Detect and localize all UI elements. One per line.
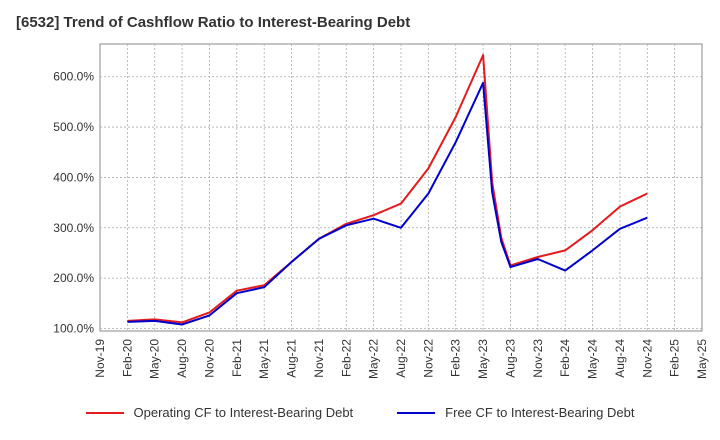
series-line-operating-cf [127,54,648,324]
x-tick-label: Nov-20 [202,339,216,378]
x-tick-label: Aug-20 [175,339,189,378]
x-tick-label: Feb-25 [668,339,682,377]
y-tick-label: 600.0% [53,70,94,84]
x-tick-label: Nov-22 [421,339,435,378]
legend-swatch-free-cf [397,411,436,414]
x-tick-label: Feb-21 [230,339,244,377]
y-tick-label: 200.0% [53,271,94,285]
x-tick-label: Feb-20 [120,339,134,377]
legend-swatch-operating-cf [85,411,124,414]
x-tick-label: Aug-21 [285,339,299,378]
y-tick-label: 400.0% [53,170,94,184]
x-tick-label: Nov-19 [93,339,107,378]
legend-item-free-cf: Free CF to Interest-Bearing Debt [397,405,634,420]
x-tick-label: Nov-21 [312,339,326,378]
x-tick-label: Feb-22 [339,339,353,377]
legend-item-operating-cf: Operating CF to Interest-Bearing Debt [85,405,354,420]
legend-label-free-cf: Free CF to Interest-Bearing Debt [445,405,635,420]
x-tick-label: May-20 [148,339,162,379]
x-tick-label: May-24 [586,339,600,379]
plot-area [99,43,703,332]
chart-legend: Operating CF to Interest-Bearing Debt Fr… [0,405,720,420]
x-tick-label: May-22 [367,339,381,379]
x-tick-label: Nov-24 [640,339,654,378]
chart-title: [6532] Trend of Cashflow Ratio to Intere… [16,14,411,31]
y-tick-label: 500.0% [53,120,94,134]
series-line-free-cf [127,81,648,326]
x-tick-label: Feb-24 [558,339,572,377]
legend-label-operating-cf: Operating CF to Interest-Bearing Debt [133,405,354,420]
y-tick-label: 300.0% [53,221,94,235]
x-tick-label: Nov-23 [531,339,545,378]
x-tick-label: May-23 [476,339,490,379]
x-tick-label: Feb-23 [449,339,463,377]
x-tick-label: May-25 [695,339,709,379]
x-tick-label: Aug-23 [503,339,517,378]
y-tick-label: 100.0% [53,321,94,335]
x-tick-label: Aug-22 [394,339,408,378]
x-tick-label: Aug-24 [613,339,627,378]
x-tick-label: May-21 [257,339,271,379]
